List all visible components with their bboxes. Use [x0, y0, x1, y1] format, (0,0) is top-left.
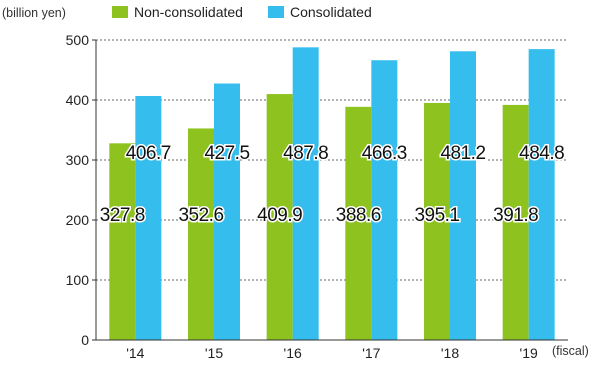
y-unit-label: (billion yen): [2, 6, 66, 20]
bar-consolidated-3: [371, 60, 398, 340]
data-label-non-consolidated-0: 327.8: [100, 205, 145, 226]
data-label-non-consolidated-4: 395.1: [414, 205, 459, 226]
legend-item-consolidated: Consolidated: [268, 4, 372, 20]
x-tick-label-3: '17: [362, 345, 380, 361]
data-label-non-consolidated-3: 388.6: [336, 205, 381, 226]
y-tick-label-100: 100: [66, 272, 90, 288]
legend-label-non-consolidated: Non-consolidated: [134, 4, 243, 20]
data-label-non-consolidated-2: 409.9: [257, 205, 302, 226]
data-label-consolidated-3: 466.3: [362, 143, 407, 164]
bar-consolidated-5: [528, 49, 555, 341]
bar-consolidated-0: [135, 95, 162, 340]
x-unit-label: (fiscal): [552, 344, 589, 358]
bar-non-consolidated-3: [345, 106, 372, 340]
y-tick-label-400: 400: [66, 92, 90, 108]
bar-non-consolidated-1: [188, 128, 214, 340]
y-tick-label-200: 200: [66, 212, 90, 228]
data-label-consolidated-1: 427.5: [204, 143, 249, 164]
x-tick-label-0: '14: [126, 345, 144, 361]
y-tick-label-0: 0: [81, 332, 89, 348]
y-tick-label-500: 500: [66, 32, 90, 48]
bar-consolidated-4: [450, 51, 476, 340]
bar-non-consolidated-2: [266, 94, 293, 340]
data-label-consolidated-2: 487.8: [283, 143, 328, 164]
bar-consolidated-2: [292, 47, 319, 340]
bar-non-consolidated-4: [424, 102, 450, 340]
bar-consolidated-1: [214, 83, 240, 340]
bar-non-consolidated-5: [502, 104, 529, 340]
legend-swatch-non-consolidated: [112, 6, 128, 18]
x-tick-label-1: '15: [205, 345, 223, 361]
y-tick-label-300: 300: [66, 152, 90, 168]
legend-item-non-consolidated: Non-consolidated: [112, 4, 243, 20]
legend-label-consolidated: Consolidated: [290, 4, 372, 20]
data-label-non-consolidated-1: 352.6: [178, 205, 223, 226]
data-label-non-consolidated-5: 391.8: [493, 205, 538, 226]
x-tick-label-4: '18: [441, 345, 459, 361]
data-label-consolidated-4: 481.2: [440, 143, 485, 164]
bar-non-consolidated-0: [109, 143, 136, 340]
data-label-consolidated-0: 406.7: [126, 143, 171, 164]
x-tick-label-2: '16: [284, 345, 302, 361]
x-tick-label-5: '19: [520, 345, 538, 361]
data-label-consolidated-5: 484.8: [519, 143, 564, 164]
legend-swatch-consolidated: [268, 6, 284, 18]
